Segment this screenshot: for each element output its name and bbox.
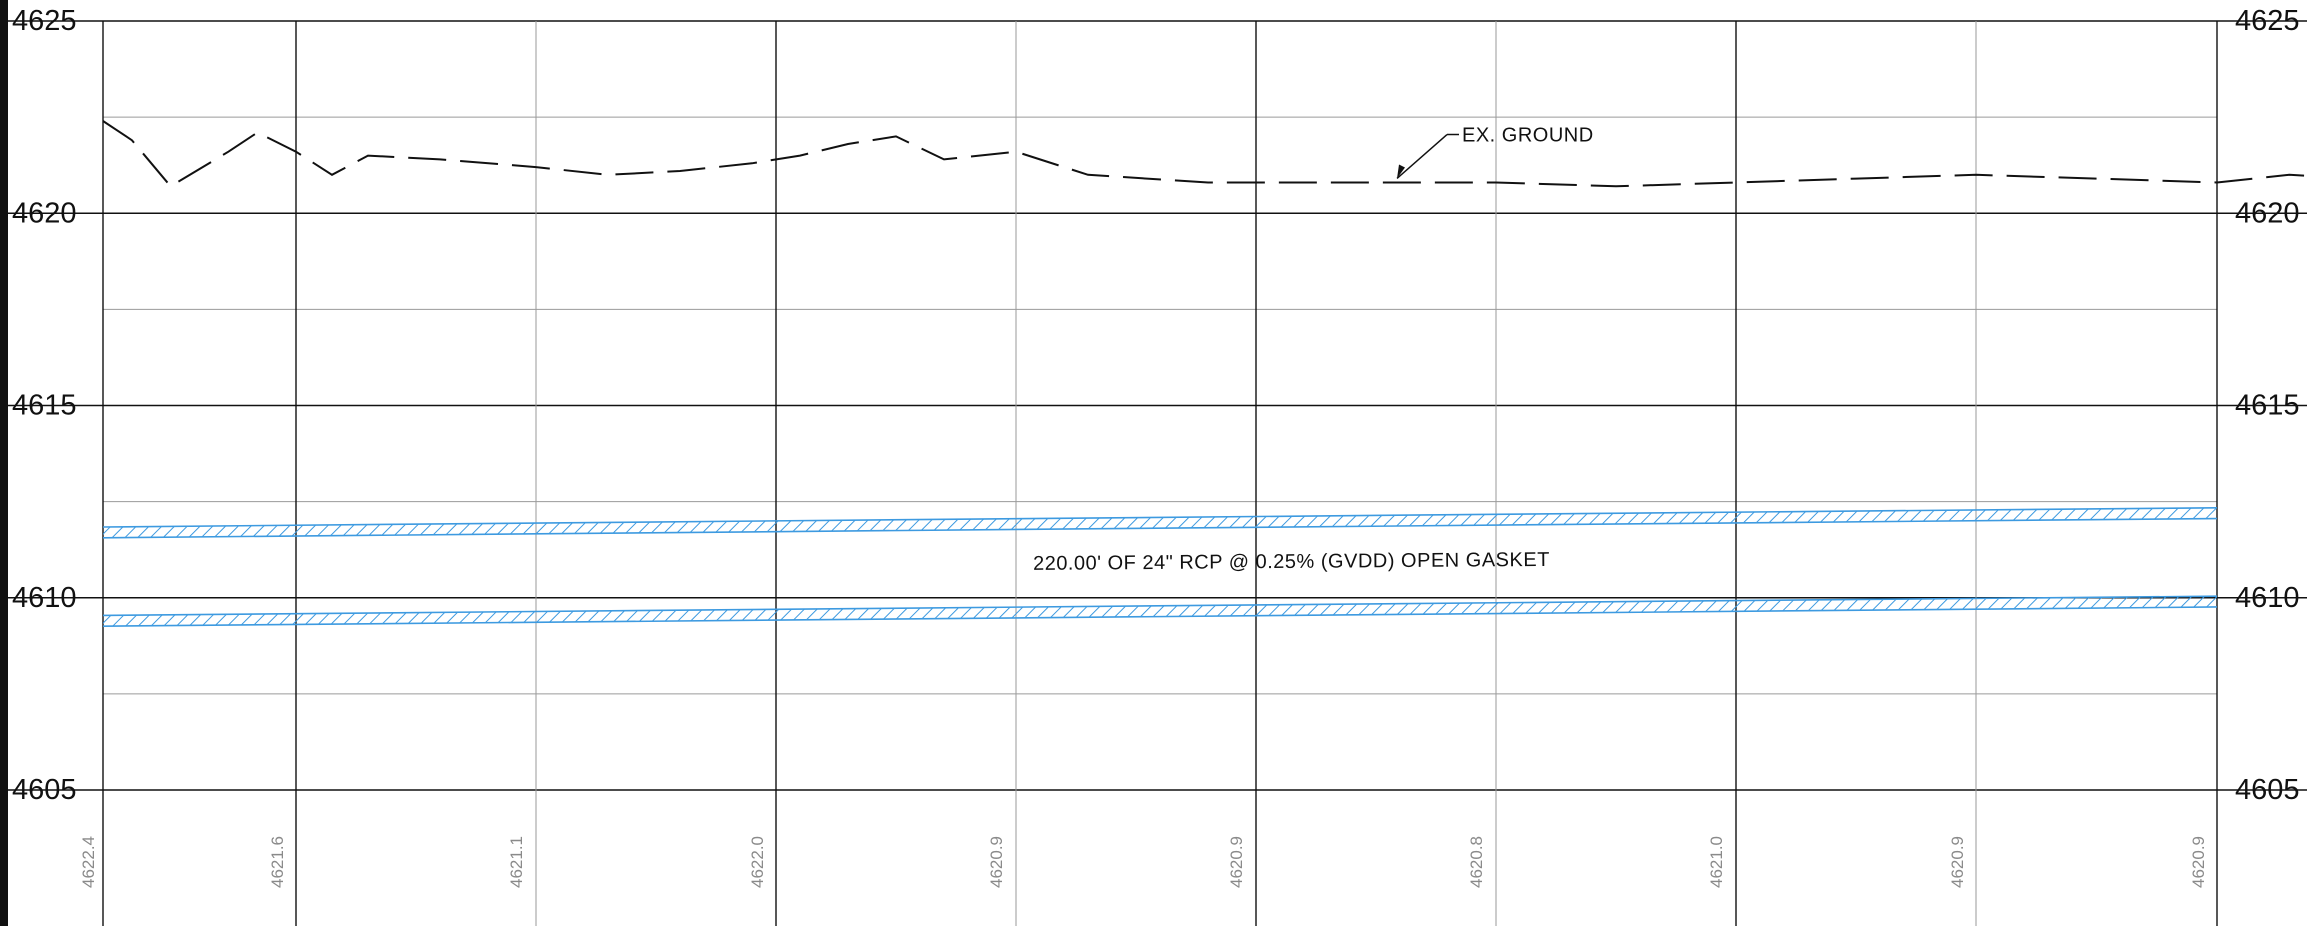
ex-ground-leader-arrow [1397,164,1405,179]
existing-ground-line [102,120,2315,188]
elevation-label-left: 4605 [12,774,77,806]
existing-ground-profile [102,120,2315,188]
pipe-crown-band [102,506,2218,539]
station-elevation-label: 4621.1 [507,836,526,888]
station-elevation-label: 4621.0 [1707,836,1726,888]
pipe-invert-band-edge [102,595,2218,617]
elevation-labels-left: 4625 4620 4615 4610 4605 [12,5,77,806]
pipe-invert-band-edge [102,606,2218,628]
station-ground-elevations: 4622.4 4621.6 4621.1 4622.0 4620.9 4620.9 4620… [79,836,2208,888]
pipe-crown-band-edge [102,517,2218,539]
station-elevation-label: 4620.9 [1227,836,1246,888]
elevation-label-left: 4610 [12,582,77,614]
sheet-left-border [0,0,8,926]
elevation-label-right: 4615 [2235,390,2300,422]
station-elevation-label: 4620.9 [1948,836,1967,888]
pipe-crown-band-hatch [103,507,2217,538]
elevation-labels-right: 4625 4620 4615 4610 4605 [2235,5,2300,806]
station-elevation-label: 4620.9 [987,836,1006,888]
elevation-label-left: 4625 [12,5,77,37]
pipe-invert-band-hatch [103,596,2217,627]
elevation-label-right: 4620 [2235,197,2300,229]
pipe-crown-band-edge [102,506,2218,528]
ex-ground-label: EX. GROUND [1462,125,1594,147]
elevation-label-right: 4605 [2235,774,2300,806]
station-elevation-label: 4622.0 [748,836,767,888]
profile-grid [8,20,2307,791]
ex-ground-leader [1396,133,1448,180]
station-elevation-label: 4621.6 [268,836,287,888]
station-elevation-label: 4620.8 [1467,836,1486,888]
proposed-pipe [102,506,2218,628]
pipe-invert-band [102,595,2218,628]
elevation-label-right: 4625 [2235,5,2300,37]
elevation-label-right: 4610 [2235,582,2300,614]
pipe-callout-label: 220.00' OF 24" RCP @ 0.25% (GVDD) OPEN G… [1033,549,1550,575]
elevation-label-left: 4615 [12,390,77,422]
station-grid [102,21,2218,926]
elevation-label-left: 4620 [12,197,77,229]
station-elevation-label: 4622.4 [79,836,98,888]
station-elevation-label: 4620.9 [2189,836,2208,888]
